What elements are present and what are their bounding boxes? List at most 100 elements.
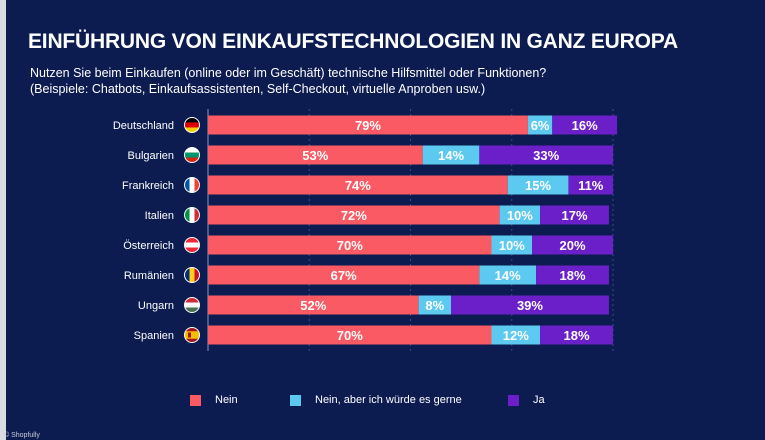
flag-stripe <box>184 157 200 163</box>
value-label-spanien-ja: 18% <box>564 328 590 343</box>
legend-label-ja: Ja <box>533 394 545 406</box>
flag-germany-icon <box>184 117 200 133</box>
value-label-ungarn-nein-aber-ich-wuerde-es-gerne: 8% <box>425 298 444 313</box>
flag-stripe <box>184 122 200 128</box>
bar-oesterreich-nein-aber-ich-wuerde-es-gerne <box>491 235 532 255</box>
flag-stripe <box>184 335 200 340</box>
bar-ungarn-nein-aber-ich-wuerde-es-gerne <box>418 295 451 315</box>
flag-stripe <box>184 331 200 336</box>
value-label-deutschland-nein-aber-ich-wuerde-es-gerne: 6% <box>531 118 550 133</box>
flag-stripe <box>189 207 195 223</box>
bar-ungarn-nein <box>208 295 419 315</box>
bar-bulgarien-nein <box>208 145 423 165</box>
flag-romania-icon <box>184 267 200 283</box>
legend-swatch-ja <box>508 394 519 406</box>
bar-deutschland-nein-aber-ich-wuerde-es-gerne <box>527 115 553 135</box>
value-label-spanien-nein: 70% <box>337 328 363 343</box>
flag-stripe <box>184 327 200 332</box>
flag-stripe <box>184 117 200 123</box>
legend-item-nein: Nein <box>190 393 238 407</box>
value-label-frankreich-nein-aber-ich-wuerde-es-gerne: 15% <box>525 178 551 193</box>
value-label-italien-nein: 72% <box>341 208 367 223</box>
bar-deutschland-nein <box>208 115 528 135</box>
bar-oesterreich-nein <box>208 235 492 255</box>
value-label-bulgarien-nein-aber-ich-wuerde-es-gerne: 14% <box>438 148 464 163</box>
flag-border <box>184 297 200 313</box>
value-label-rumaenien-nein: 67% <box>331 268 357 283</box>
flag-border <box>184 147 200 163</box>
value-label-rumaenien-nein-aber-ich-wuerde-es-gerne: 14% <box>495 268 521 283</box>
category-label-ungarn: Ungarn <box>138 300 174 312</box>
value-label-italien-nein-aber-ich-wuerde-es-gerne: 10% <box>507 208 533 223</box>
chart-subtitle-line-2: (Beispiele: Chatbots, Einkaufsassistente… <box>30 82 486 96</box>
value-label-bulgarien-ja: 33% <box>533 148 559 163</box>
category-label-frankreich: Frankreich <box>122 180 174 192</box>
category-label-italien: Italien <box>145 210 174 222</box>
value-label-bulgarien-nein: 53% <box>302 148 328 163</box>
bar-frankreich-nein <box>208 175 508 195</box>
flag-border <box>184 327 200 343</box>
flag-stripe <box>194 267 200 283</box>
bar-bulgarien-ja <box>479 145 613 165</box>
flag-stripe <box>184 302 200 308</box>
flag-stripe <box>194 177 200 193</box>
flag-stripe <box>184 307 200 313</box>
flag-stripe <box>184 297 200 303</box>
flag-stripe <box>184 237 200 243</box>
flag-hungary-icon <box>184 297 200 313</box>
flag-stripe <box>184 242 200 248</box>
chart-title: EINFÜHRUNG VON EINKAUFSTECHNOLOGIEN IN G… <box>28 30 678 53</box>
flag-stripe <box>184 338 200 343</box>
value-label-italien-ja: 17% <box>562 208 588 223</box>
bar-rumaenien-ja <box>536 265 609 285</box>
value-label-frankreich-nein: 74% <box>345 178 371 193</box>
flag-stripe <box>189 177 195 193</box>
flag-austria-icon <box>184 237 200 253</box>
legend-swatch-nein <box>190 394 201 406</box>
flag-france-icon <box>184 177 200 193</box>
bar-deutschland-ja <box>552 115 618 135</box>
value-label-oesterreich-nein: 70% <box>337 238 363 253</box>
flag-border <box>184 237 200 253</box>
legend-label-nein-aber-gerne: Nein, aber ich würde es gerne <box>315 394 462 406</box>
flag-emblem <box>188 332 191 338</box>
legend-swatch-nein-aber-gerne <box>290 394 301 406</box>
flag-spain-icon <box>184 327 200 343</box>
bar-italien-nein <box>208 205 500 225</box>
flag-stripe <box>184 267 190 283</box>
value-label-oesterreich-nein-aber-ich-wuerde-es-gerne: 10% <box>499 238 525 253</box>
bar-frankreich-nein-aber-ich-wuerde-es-gerne <box>507 175 569 195</box>
flag-stripe <box>189 267 195 283</box>
bar-oesterreich-ja <box>532 235 613 255</box>
category-label-rumaenien: Rumänien <box>124 270 174 282</box>
copyright-text: © Shopfully <box>4 432 40 439</box>
flag-bulgaria-icon <box>184 147 200 163</box>
value-label-deutschland-ja: 16% <box>572 118 598 133</box>
flag-stripe <box>184 152 200 158</box>
flag-border <box>184 207 200 223</box>
value-label-deutschland-nein: 79% <box>355 118 381 133</box>
flag-border <box>184 117 200 133</box>
bar-spanien-ja <box>540 325 613 345</box>
value-label-spanien-nein-aber-ich-wuerde-es-gerne: 12% <box>503 328 529 343</box>
flag-stripe <box>194 207 200 223</box>
value-label-ungarn-ja: 39% <box>517 298 543 313</box>
legend-item-nein-aber-gerne: Nein, aber ich würde es gerne <box>290 393 462 407</box>
flag-italy-icon <box>184 207 200 223</box>
category-label-bulgarien: Bulgarien <box>128 150 174 162</box>
value-label-frankreich-ja: 11% <box>578 178 604 193</box>
bar-rumaenien-nein-aber-ich-wuerde-es-gerne <box>479 265 537 285</box>
chart-subtitle-line-1: Nutzen Sie beim Einkaufen (online oder i… <box>30 66 547 80</box>
value-label-oesterreich-ja: 20% <box>559 238 585 253</box>
bar-ungarn-ja <box>451 295 609 315</box>
category-label-spanien: Spanien <box>134 330 174 342</box>
flag-border <box>184 267 200 283</box>
bar-italien-nein-aber-ich-wuerde-es-gerne <box>499 205 541 225</box>
flag-stripe <box>184 177 190 193</box>
bar-bulgarien-nein-aber-ich-wuerde-es-gerne <box>422 145 480 165</box>
flag-stripe <box>184 207 190 223</box>
flag-stripe <box>184 147 200 153</box>
flag-stripe <box>184 127 200 133</box>
category-label-deutschland: Deutschland <box>113 120 174 132</box>
